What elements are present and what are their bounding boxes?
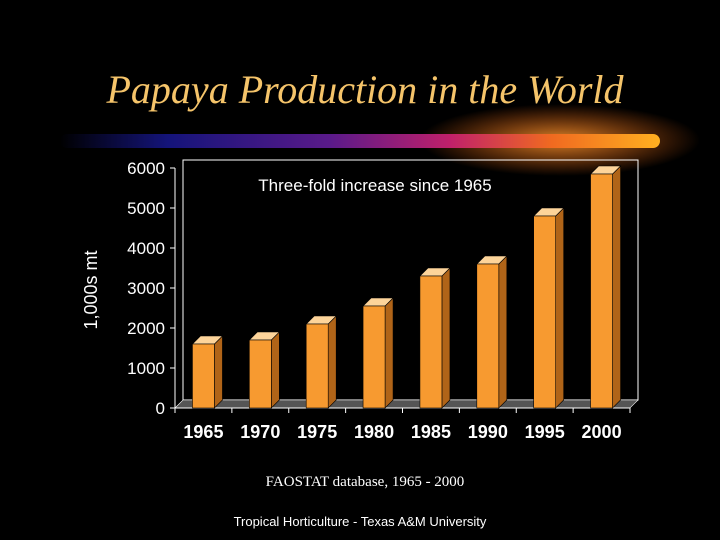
bar-side [441, 267, 451, 409]
bar-side [612, 165, 621, 409]
bar-front [249, 339, 272, 409]
swoosh-band [60, 134, 660, 148]
x-tick-label: 2000 [582, 422, 622, 442]
bar-front [419, 275, 443, 409]
plot-floor [174, 399, 639, 409]
chart-annotation: Three-fold increase since 1965 [258, 176, 491, 195]
title-underline-swoosh [60, 104, 700, 176]
bar-side [498, 255, 508, 409]
y-tick-label: 0 [156, 399, 165, 418]
x-tick-label: 1980 [354, 422, 394, 442]
bar-side [384, 297, 394, 409]
y-tick-label: 2000 [127, 319, 165, 338]
bar [191, 335, 224, 409]
x-tick-label: 1970 [240, 422, 280, 442]
y-tick-label: 5000 [127, 199, 165, 218]
x-tick-label: 1975 [297, 422, 337, 442]
bar-front [533, 215, 556, 409]
bar [532, 207, 565, 409]
bar [305, 315, 337, 409]
bar-side [555, 207, 564, 409]
y-axis-label: 1,000s mt [81, 250, 101, 329]
footer-credit: Tropical Horticulture - Texas A&M Univer… [233, 514, 487, 529]
bar-front [590, 173, 613, 409]
y-tick-label: 6000 [127, 159, 165, 178]
source-note: FAOSTAT database, 1965 - 2000 [265, 474, 465, 490]
bar [419, 267, 451, 409]
x-tick-label: 1985 [411, 422, 451, 442]
bar-front [476, 263, 500, 409]
bar-side [214, 335, 223, 409]
bar [589, 165, 622, 409]
bar-front [362, 305, 386, 409]
y-tick-label: 1000 [127, 359, 165, 378]
x-tick-label: 1965 [183, 422, 223, 442]
bar-front [305, 323, 329, 409]
y-tick-label: 4000 [127, 239, 165, 258]
bar-side [271, 331, 280, 409]
x-tick-label: 1995 [525, 422, 565, 442]
bar [248, 331, 281, 409]
bar-front [192, 343, 215, 409]
bar-side [327, 315, 337, 409]
bar [476, 255, 508, 409]
y-tick-label: 3000 [127, 279, 165, 298]
bar [362, 297, 394, 409]
x-tick-label: 1990 [468, 422, 508, 442]
